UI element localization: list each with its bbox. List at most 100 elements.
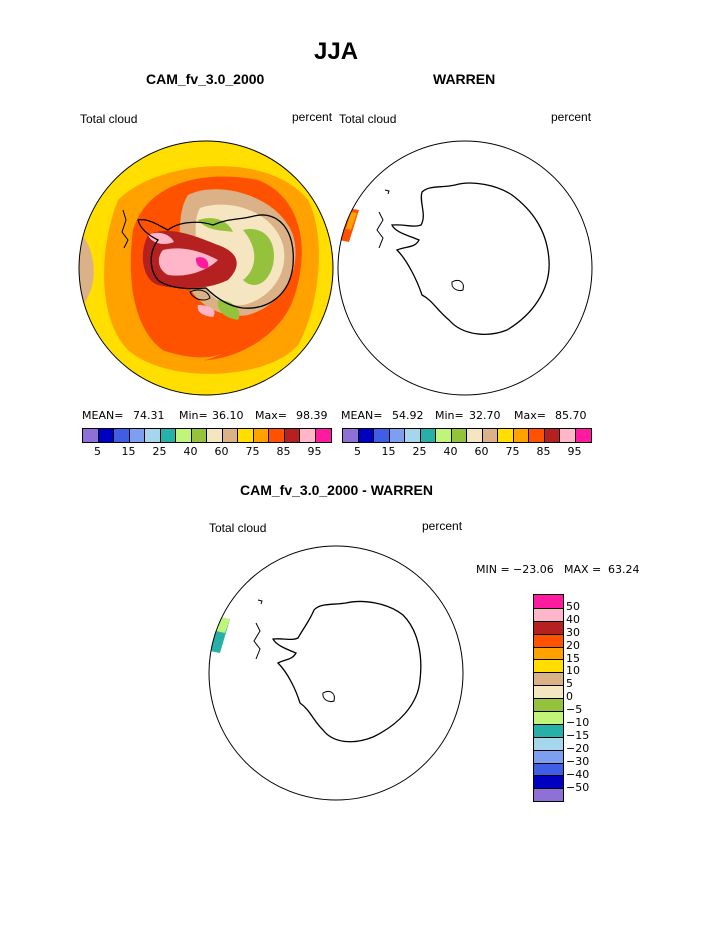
panel1-colorbar-swatch [98,429,114,442]
panel3-colorbar-tick-label: −15 [566,728,590,742]
panel3-colorbar-tick-label: 5 [566,677,573,691]
panel1-variable-label: Total cloud [80,112,138,126]
panel1-colorbar-swatch [300,429,316,442]
panel2-polar-map [337,140,593,396]
panel3-antarctica-coastline [271,600,422,743]
panel2-colorbar-tick-label: 85 [536,445,551,458]
panel2-colorbar-tick-label: 60 [474,445,489,458]
panel3-min-label: MIN = [476,563,510,576]
panel1-colorbar-swatch [284,429,300,442]
panel3-colorbar-tick-label: −30 [566,754,590,768]
panel3-colorbar-tick-label: −10 [566,716,590,729]
panel2-units-label: percent [551,110,592,124]
panel3-colorbar-tick-label: 15 [566,651,580,665]
panel2-mean-value: 54.92 [392,409,424,422]
panel3-colorbar-swatch [534,698,563,712]
panel3-colorbar-swatch [534,723,563,737]
cloud-field-orange-south [138,340,228,363]
panel2-colorbar-tick-label: 75 [505,445,520,458]
panel1-colorbar-swatch [129,429,145,442]
panel3-colorbar-swatch [534,595,563,608]
panel1-colorbar-tick-label: 85 [276,445,291,458]
panel2-data-strip-inner [346,212,357,230]
panel2-colorbar-swatch [420,429,436,442]
panel2-variable-label: Total cloud [339,112,397,126]
panel3-colorbar-swatch [534,607,563,621]
panel1-colorbar-swatch [269,429,285,442]
panel2-colorbar [342,428,592,443]
panel2-colorbar-tick-label: 95 [567,445,582,458]
panel1-colorbar-swatch [145,429,161,442]
panel3-colorbar-tick-label: −40 [566,767,590,781]
panel2-ice-shelf-outline [451,279,464,291]
panel1-units-label: percent [292,110,333,124]
panel3-colorbar-tick-label: 20 [566,638,580,652]
panel1-colorbar [82,428,332,443]
panel2-island-outline [384,189,390,195]
panel3-colorbar-swatch [534,749,563,763]
panel2-title: WARREN [433,71,496,87]
panel3-colorbar-tick-label: 10 [566,664,580,678]
panel1-ice-shelf-outline [189,289,211,301]
panel2-min-value: 32.70 [469,409,501,422]
panel3-colorbar-swatch [534,711,563,724]
panel1-max-label: Max= [255,409,287,422]
panel3-colorbar-swatch [534,646,563,660]
panel3-colorbar-tick-label: −5 [566,703,583,717]
panel1-colorbar-swatch [83,429,99,442]
figure-title: JJA [314,38,359,65]
panel1-colorbar-swatch [315,429,331,442]
panel2-max-value: 85.70 [555,409,587,422]
panel3-colorbar-swatch [534,672,563,686]
panel1-colorbar-swatch [114,429,130,442]
panel1-colorbar-tick-label: 25 [152,445,167,458]
panel3-colorbar-swatch [534,633,563,647]
cloud-field-93 [158,248,218,276]
panel3-max-label: MAX = [564,563,602,576]
panel3-south-america-tip [253,622,261,660]
panel1-map-boundary [78,140,334,396]
panel1-mean-value: 74.31 [133,409,165,422]
panel2-colorbar-tick-label: 40 [443,445,458,458]
panel2-map-boundary [337,140,593,396]
panel2-antarctica-coastline [391,182,550,335]
panel2-mean-label: MEAN= [341,409,383,422]
panel2-colorbar-swatch [451,429,467,442]
cloud-field-pink-south [197,305,215,317]
panel1-colorbar-tick-label: 5 [94,445,101,458]
panel1-colorbar-tick-label: 95 [307,445,322,458]
panel1-colorbar-tick-label: 40 [183,445,198,458]
cloud-field-pink-peninsula [148,232,174,244]
panel1-min-value: 36.10 [212,409,244,422]
panel2-colorbar-swatch [513,429,529,442]
panel3-units-label: percent [422,519,463,533]
panel1-max-value: 98.39 [296,409,328,422]
panel2-colorbar-tick-label: 5 [354,445,361,458]
panel3-ice-shelf-outline [322,690,335,702]
panel2-colorbar-tick-label: 15 [381,445,396,458]
panel1-colorbar-swatch [160,429,176,442]
panel1-min-label: Min= [179,409,208,422]
panel2-colorbar-swatch [467,429,483,442]
panel1-colorbar-swatch [222,429,238,442]
panel2-colorbar-tick-label: 25 [412,445,427,458]
panel1-colorbar-tick-label: 75 [245,445,260,458]
panel2-colorbar-swatch [389,429,405,442]
panel1-colorbar-tick-label: 60 [214,445,229,458]
panel1-antarctica-coastline [137,214,294,309]
panel2-colorbar-swatch [358,429,374,442]
panel3-colorbar-swatch [534,685,563,699]
panel3-colorbar-swatch [534,659,563,673]
cloud-field-green [243,229,274,285]
panel2-colorbar-swatch [343,429,359,442]
panel3-colorbar-swatch [534,788,563,802]
panel1-colorbar-swatch [238,429,254,442]
panel1-colorbar-swatch [191,429,207,442]
panel1-colorbar-swatch [253,429,269,442]
panel2-colorbar-swatch [560,429,576,442]
panel2-south-america-tip [376,211,384,249]
panel3-title: CAM_fv_3.0_2000 - WARREN [240,482,433,498]
panel1-title: CAM_fv_3.0_2000 [146,71,265,87]
cloud-field-green-south [217,300,240,320]
panel2-colorbar-swatch [529,429,545,442]
